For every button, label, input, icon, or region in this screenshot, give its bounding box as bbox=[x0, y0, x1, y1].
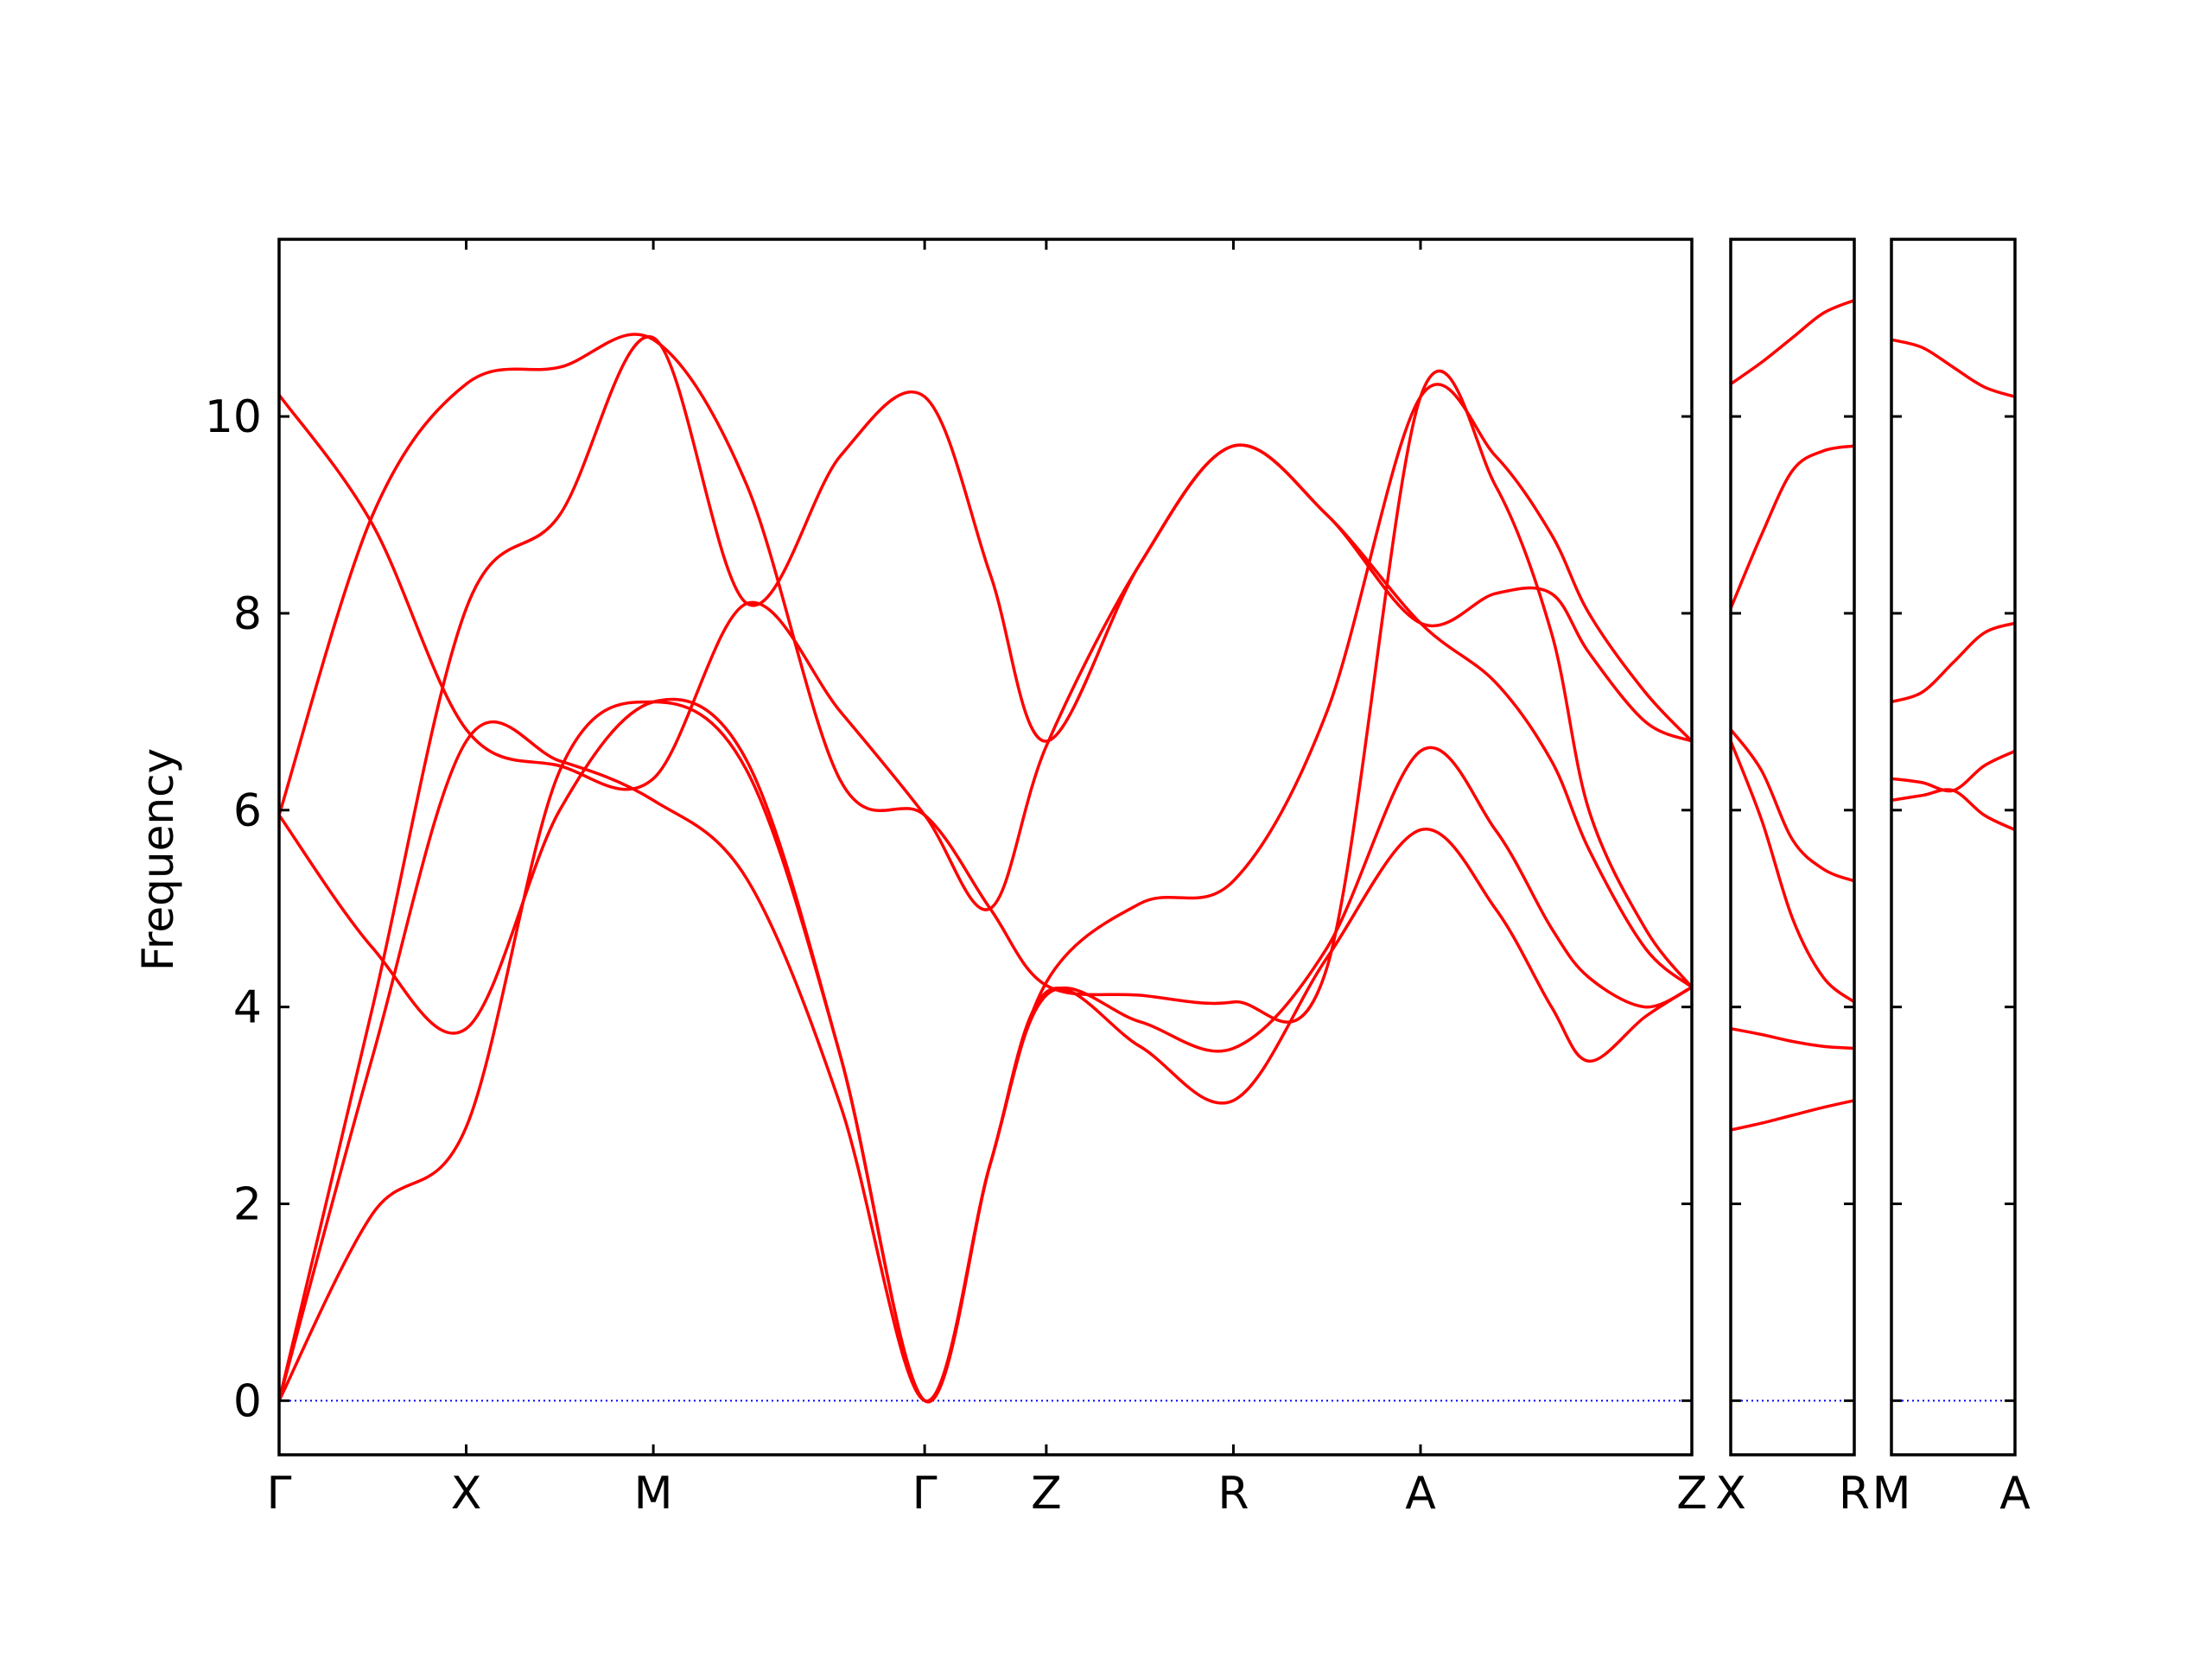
x-tick-label: R bbox=[1217, 1468, 1249, 1520]
y-tick-label: 8 bbox=[233, 588, 262, 640]
y-tick-label: 6 bbox=[233, 785, 262, 837]
x-tick-label: R bbox=[1839, 1468, 1870, 1520]
x-tick-label: X bbox=[451, 1468, 482, 1520]
band-line-1-3 bbox=[277, 335, 1693, 1401]
band-line-3-2 bbox=[1891, 621, 2016, 704]
x-tick-label: Γ bbox=[912, 1468, 938, 1520]
band-line-2-3 bbox=[1729, 728, 1855, 883]
x-tick-label: X bbox=[1715, 1468, 1746, 1520]
x-tick-label: M bbox=[1872, 1468, 1911, 1520]
x-tick-label: Γ bbox=[267, 1468, 292, 1520]
x-tick-label: Z bbox=[1031, 1468, 1062, 1520]
band-line-2-1 bbox=[1729, 298, 1855, 385]
x-tick-label: A bbox=[1405, 1468, 1436, 1520]
band-line-3-4 bbox=[1891, 788, 2016, 832]
band-line-1-6 bbox=[277, 393, 1694, 989]
y-axis-label: Frequency bbox=[133, 748, 183, 971]
y-tick-label: 10 bbox=[205, 391, 262, 443]
band-line-1-4 bbox=[277, 333, 1694, 1024]
band-line-1-2 bbox=[277, 720, 1693, 1403]
panel-frame bbox=[1729, 238, 1856, 1457]
y-tick-label: 2 bbox=[233, 1178, 262, 1230]
x-tick-label: M bbox=[634, 1468, 673, 1520]
band-line-3-3 bbox=[1891, 749, 2016, 793]
band-line-3-1 bbox=[1891, 338, 2016, 398]
panel-frame bbox=[1890, 238, 2017, 1457]
panel-frame bbox=[277, 238, 1694, 1457]
band-line-2-2 bbox=[1729, 444, 1855, 609]
band-line-1-5 bbox=[277, 383, 1694, 1404]
band-line-2-5 bbox=[1730, 1026, 1855, 1050]
y-tick-label: 0 bbox=[233, 1375, 262, 1427]
y-tick-label: 4 bbox=[233, 982, 262, 1034]
band-line-2-4 bbox=[1729, 740, 1856, 1004]
band-line-2-6 bbox=[1730, 1099, 1855, 1132]
x-tick-label: Z bbox=[1676, 1468, 1707, 1520]
x-tick-label: A bbox=[1999, 1468, 2031, 1520]
